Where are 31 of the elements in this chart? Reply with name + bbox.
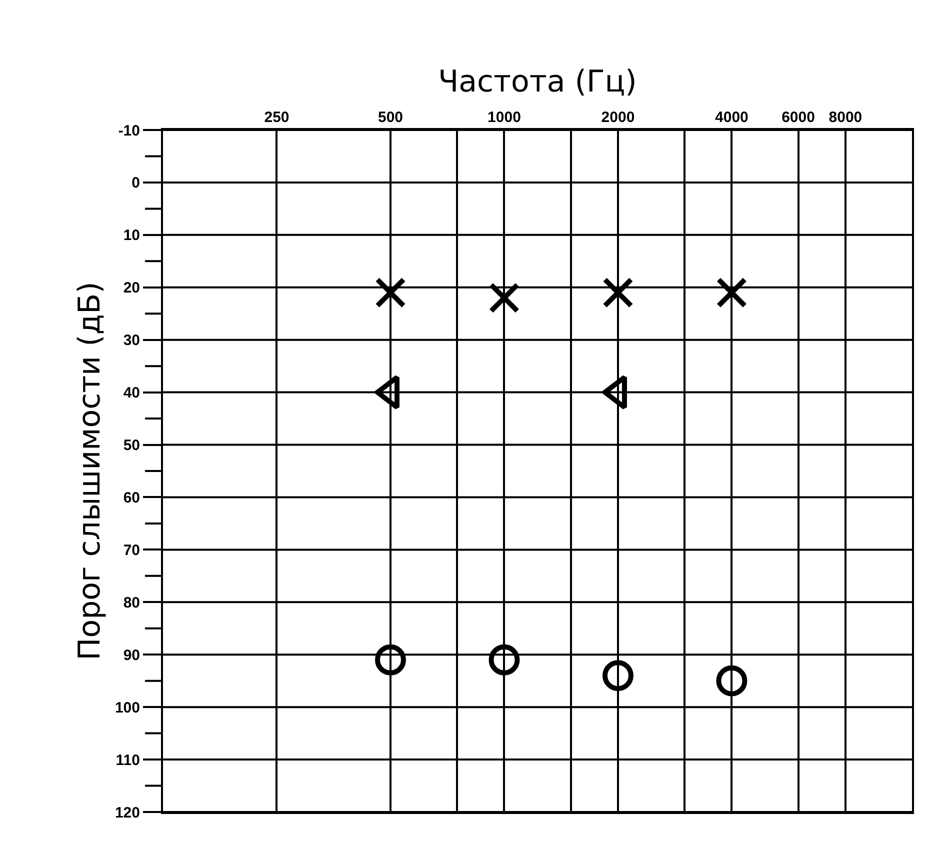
x-tick-label: 1000: [488, 109, 521, 126]
y-tick-label: 0: [132, 174, 140, 192]
y-tick-label: 110: [116, 752, 140, 769]
x-tick-label: 8000: [828, 109, 862, 126]
point: [716, 277, 748, 308]
y-tick-label: 20: [123, 280, 140, 297]
y-tick-label: 80: [123, 594, 140, 612]
x-tick-label: 250: [264, 109, 290, 126]
y-tick-label: -10: [118, 122, 140, 140]
x-tick-label: 500: [378, 109, 404, 126]
y-tick-label: 120: [114, 804, 140, 822]
point: [375, 644, 406, 676]
y-tick-label: 10: [123, 227, 140, 244]
x-tick-label: 4000: [715, 109, 748, 126]
point: [488, 644, 520, 676]
y-tick-label: 70: [123, 542, 140, 559]
x-tick-label: 6000: [782, 109, 815, 126]
point: [602, 277, 634, 308]
point: [488, 282, 520, 314]
x-axis-title: Частота (Гц): [438, 64, 637, 100]
y-tick-label: 60: [123, 489, 140, 506]
y-axis-title: Порог слышимости (дБ): [72, 282, 108, 660]
point: [716, 665, 748, 696]
y-tick-label: 90: [123, 646, 140, 664]
x-tick-label: 2000: [601, 109, 635, 126]
point: [602, 660, 634, 692]
y-tick-label: 30: [123, 332, 140, 350]
y-tick-label: 40: [123, 384, 140, 402]
y-tick-label: 100: [114, 699, 140, 716]
point: [374, 277, 406, 308]
y-tick-label: 50: [123, 437, 140, 454]
